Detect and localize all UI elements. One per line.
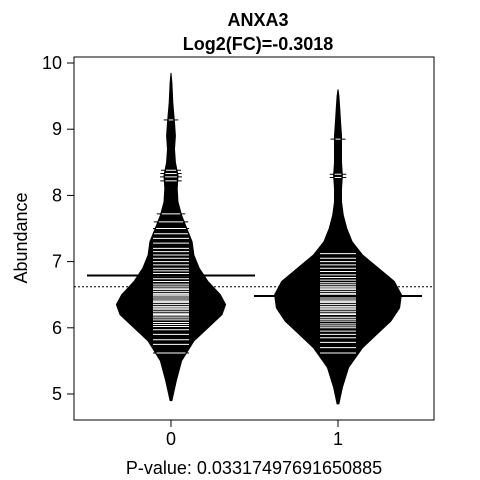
x-axis-label: P-value: 0.03317497691650885 <box>126 458 382 478</box>
x-tick-label: 1 <box>333 429 343 449</box>
x-tick-label: 0 <box>166 429 176 449</box>
y-tick-label: 8 <box>52 185 62 205</box>
y-tick-label: 6 <box>52 318 62 338</box>
y-tick-label: 10 <box>42 53 62 73</box>
plot-area <box>74 72 434 405</box>
chart-title-line2: Log2(FC)=-0.3018 <box>183 34 334 54</box>
bean-shape-0 <box>115 72 227 402</box>
chart-title-line1: ANXA3 <box>227 10 288 30</box>
y-axis-label: Abundance <box>11 192 31 283</box>
bean-shape-1 <box>274 89 402 405</box>
y-tick-label: 9 <box>52 119 62 139</box>
plot-frame <box>73 56 435 421</box>
y-axis: 5 6 7 8 9 10 <box>42 53 74 404</box>
y-tick-label: 5 <box>52 384 62 404</box>
y-tick-label: 7 <box>52 252 62 272</box>
